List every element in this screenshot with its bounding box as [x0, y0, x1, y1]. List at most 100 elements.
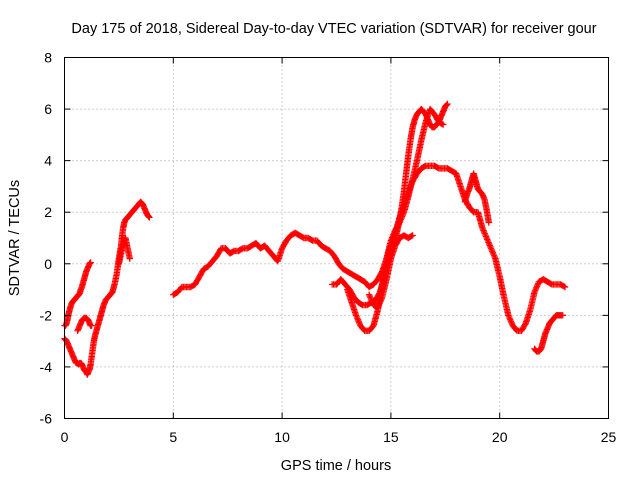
x-tick-label: 15 — [383, 429, 399, 445]
series-track-a — [61, 259, 94, 329]
data-point — [353, 313, 360, 321]
x-tick-label: 0 — [61, 429, 69, 445]
y-tick-label: 8 — [44, 50, 52, 66]
data-point — [378, 295, 385, 302]
data-point — [389, 232, 396, 240]
data-point — [533, 284, 540, 291]
data-point — [533, 283, 541, 290]
y-tick-labels: -6 -4 -2 0 2 4 6 8 — [40, 50, 53, 427]
y-tick-label: -4 — [40, 359, 53, 375]
data-point — [531, 288, 538, 296]
data-point — [399, 211, 406, 219]
data-point — [387, 237, 395, 244]
data-point — [375, 301, 383, 308]
y-tick-label: 6 — [44, 101, 52, 117]
data-point — [375, 302, 382, 310]
data-point — [486, 242, 493, 249]
x-tick-labels: 0 5 10 15 20 25 — [61, 429, 617, 445]
data-point — [398, 214, 405, 222]
data-point — [479, 224, 486, 231]
data-point — [480, 227, 487, 234]
chart-title: Day 175 of 2018, Sidereal Day-to-day VTE… — [71, 21, 596, 37]
data-point — [88, 322, 95, 329]
data-point — [480, 228, 488, 236]
series-track-c — [74, 314, 95, 335]
data-point — [145, 213, 152, 220]
series-track-h — [365, 232, 416, 311]
data-point — [390, 231, 397, 238]
data-point — [479, 225, 487, 233]
data-point — [374, 304, 382, 311]
data-point — [506, 315, 513, 322]
data-point — [408, 232, 415, 240]
data-point — [388, 234, 396, 241]
data-point — [369, 298, 376, 306]
data-point — [398, 213, 406, 220]
data-point — [482, 231, 489, 239]
data-point — [481, 230, 488, 237]
data-point — [484, 236, 491, 243]
data-point — [368, 297, 375, 304]
data-point — [409, 232, 416, 239]
data-point — [485, 240, 493, 248]
data-point — [508, 319, 515, 326]
data-point — [531, 287, 539, 294]
x-tick-label: 20 — [492, 429, 508, 445]
x-axis-label: GPS time / hours — [281, 458, 391, 474]
data-point — [352, 312, 360, 319]
data-point — [507, 316, 514, 323]
data-point — [388, 235, 395, 243]
data-point — [490, 251, 497, 258]
data-point — [488, 246, 495, 253]
data-point — [377, 297, 385, 304]
data-point — [354, 316, 362, 323]
y-tick-label: 2 — [44, 204, 52, 220]
data-point — [355, 318, 362, 325]
data-point — [490, 252, 498, 259]
x-tick-label: 10 — [274, 429, 290, 445]
plot-frame — [64, 57, 609, 419]
series-track-f — [328, 100, 451, 309]
data-point — [532, 286, 539, 293]
data-point — [444, 100, 451, 108]
y-axis-label: SDTVAR / TECUs — [7, 180, 23, 296]
series-track-g — [344, 105, 447, 335]
data-point — [507, 318, 515, 325]
series-track-b — [61, 198, 153, 378]
data-point — [505, 313, 513, 321]
data-point — [126, 255, 133, 262]
data-point — [489, 248, 496, 255]
data-point — [397, 217, 404, 225]
data-point — [376, 300, 383, 307]
grid-lines — [64, 57, 609, 419]
data-point — [560, 283, 568, 290]
series-track-j — [531, 312, 567, 355]
data-point — [397, 216, 405, 223]
y-tick-label: -6 — [40, 411, 53, 427]
x-tick-label: 5 — [169, 429, 177, 445]
data-point — [487, 245, 495, 252]
y-tick-label: 4 — [44, 153, 52, 169]
data-point — [146, 214, 153, 221]
data-point — [354, 315, 361, 322]
data-point — [561, 283, 569, 291]
data-point — [390, 230, 398, 237]
data-point — [396, 219, 403, 226]
data-point — [395, 220, 403, 228]
x-tick-label: 25 — [601, 429, 617, 445]
data-point — [482, 233, 490, 240]
data-point — [377, 298, 384, 305]
data-point — [367, 294, 374, 301]
data-point — [483, 234, 490, 242]
data-point — [505, 312, 512, 319]
series-track-d — [115, 234, 133, 267]
data-point — [559, 312, 567, 319]
data-point — [355, 319, 363, 326]
data-points — [61, 100, 569, 378]
data-point — [485, 239, 492, 246]
y-tick-label: 0 — [44, 256, 52, 272]
data-point — [365, 291, 373, 298]
data-point — [534, 281, 541, 288]
series-track-e — [170, 162, 569, 335]
